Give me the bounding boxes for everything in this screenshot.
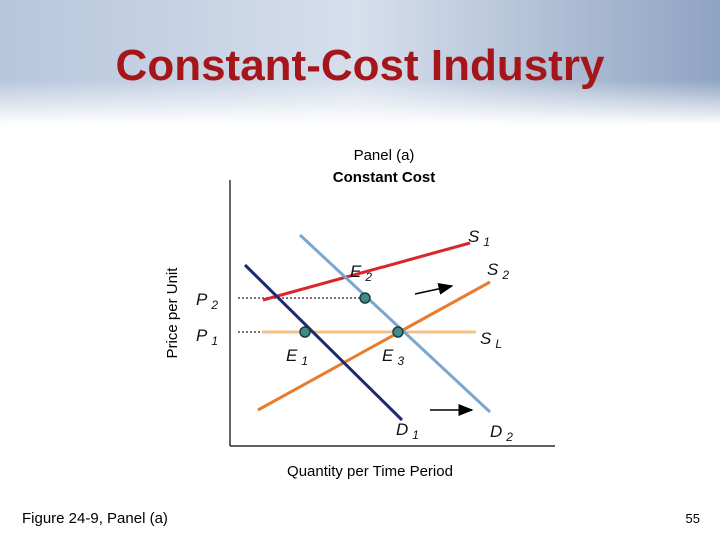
s2-curve: [257, 280, 491, 412]
label-letter: D: [396, 420, 408, 439]
page-number: 55: [686, 511, 700, 526]
s1-curve: [262, 241, 471, 302]
label-subscript: 2: [501, 268, 509, 282]
label-letter: P: [196, 326, 208, 345]
figure-caption: Figure 24-9, Panel (a): [22, 510, 168, 527]
label-letter: P: [196, 290, 208, 309]
label-letter: S: [468, 227, 480, 246]
label-letter: E: [382, 346, 394, 365]
curve-labels: S 1S 2S LD 1 D 2E 1E 2E 3P 1P 2: [196, 227, 513, 444]
label-subscript: 2: [364, 270, 372, 284]
label-letter: E: [286, 346, 298, 365]
panel-subtitle: Constant Cost: [333, 169, 436, 186]
label-subscript: 1: [211, 334, 218, 348]
banner-fade: [0, 80, 720, 125]
supply-shift-arrow: [414, 282, 454, 295]
label-letter: E: [350, 262, 362, 281]
label-subscript: 1: [412, 428, 419, 442]
x-axis-label: Quantity per Time Period: [287, 463, 453, 480]
label-letter: S: [480, 329, 492, 348]
label-subscript: 2: [210, 298, 218, 312]
label-letter: D: [490, 422, 502, 441]
d2-curve: [298, 233, 492, 414]
label-subscript: 2: [505, 430, 513, 444]
e3-point: [392, 326, 404, 338]
e1-point: [299, 326, 311, 338]
label-subscript: 1: [301, 354, 308, 368]
d1-curve: [243, 263, 404, 422]
y-axis-label: Price per Unit: [164, 267, 181, 359]
e2-point: [359, 292, 371, 304]
label-subscript: 3: [397, 354, 404, 368]
label-letter: S: [487, 260, 499, 279]
label-subscript: L: [495, 337, 502, 351]
slide-title: Constant-Cost Industry: [116, 41, 605, 90]
panel-title: Panel (a): [354, 147, 415, 164]
label-subscript: 1: [483, 235, 490, 249]
